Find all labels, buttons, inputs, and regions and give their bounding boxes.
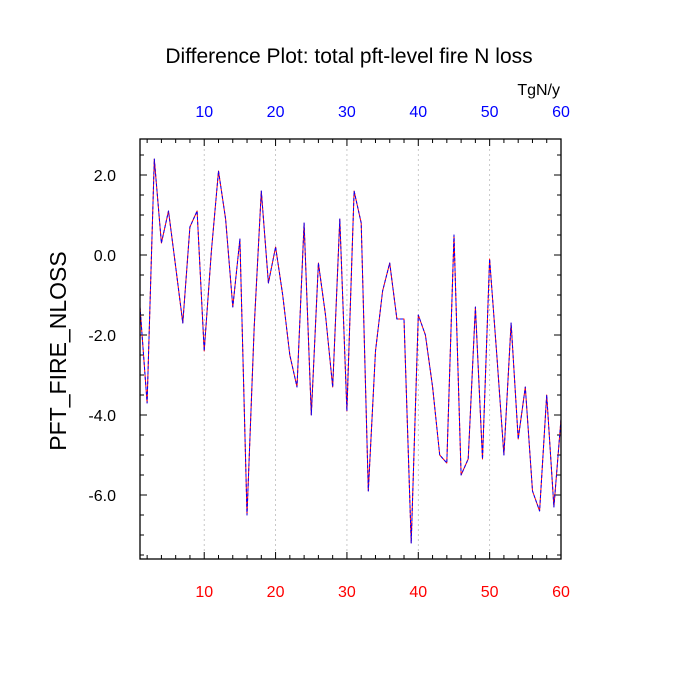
x-tick-label-bottom: 10 bbox=[195, 584, 213, 601]
x-tick-label-bottom: 20 bbox=[267, 584, 285, 601]
axis-ticks bbox=[140, 139, 562, 559]
series-line-red bbox=[139, 158, 562, 544]
x-tick-label-top: 30 bbox=[338, 104, 356, 121]
series-line-blue bbox=[139, 158, 562, 544]
grid-lines bbox=[203, 139, 491, 559]
x-tick-label-bottom: 40 bbox=[409, 584, 427, 601]
x-tick-label-bottom: 30 bbox=[338, 584, 356, 601]
x-tick-label-top: 40 bbox=[409, 104, 427, 121]
y-tick-label: -6.0 bbox=[88, 488, 116, 505]
x-tick-label-top: 60 bbox=[552, 104, 570, 121]
y-tick-label: 2.0 bbox=[94, 168, 116, 185]
x-tick-label-bottom: 50 bbox=[481, 584, 499, 601]
x-tick-label-top: 10 bbox=[195, 104, 213, 121]
plot-frame bbox=[139, 138, 562, 560]
y-tick-label: -4.0 bbox=[88, 408, 116, 425]
series-group bbox=[139, 158, 562, 544]
tick-labels: 10 20 30 40 50 60 10 20 30 40 50 60 2.0 0.0 -2.0 -4.0 -6… bbox=[88, 104, 570, 601]
x-tick-label-top: 20 bbox=[267, 104, 285, 121]
chart-title: Difference Plot: total pft-level fire N … bbox=[165, 45, 532, 68]
y-axis-label: PFT_FIRE_NLOSS bbox=[45, 251, 71, 450]
x-tick-label-top: 50 bbox=[481, 104, 499, 121]
x-tick-label-bottom: 60 bbox=[552, 584, 570, 601]
y-tick-label: -2.0 bbox=[88, 328, 116, 345]
units-label: TgN/y bbox=[517, 82, 560, 99]
y-tick-label: 0.0 bbox=[94, 248, 116, 265]
